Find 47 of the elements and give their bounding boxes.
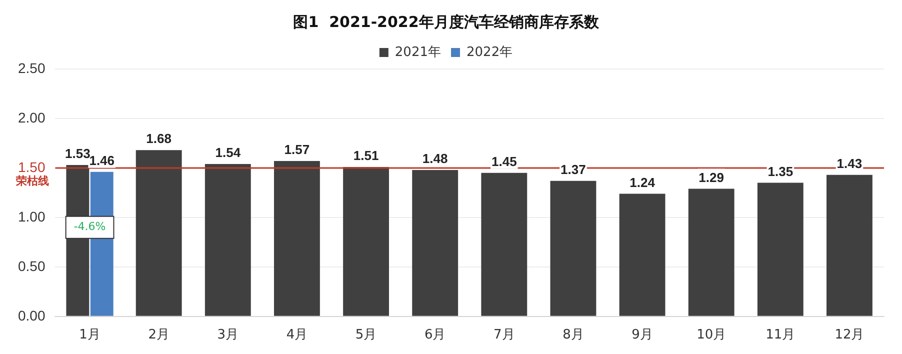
- data-label: 1.45: [492, 154, 517, 169]
- bar: [550, 180, 596, 316]
- text: 0.50: [18, 258, 46, 274]
- x-tick-label: 6月: [424, 328, 446, 343]
- text: 1.00: [18, 208, 46, 224]
- bar: [274, 161, 320, 316]
- data-label: 1.68: [146, 131, 172, 146]
- text: 0.00: [18, 307, 46, 324]
- data-label: 1.51: [353, 148, 379, 164]
- bar: [481, 172, 528, 316]
- x-tick-label: 8月: [562, 328, 584, 343]
- chart-title: 图1 2021-2022年月度汽车经销商库存系数: [293, 12, 600, 31]
- bar: [688, 188, 734, 316]
- legend-label: 2021年: [394, 44, 442, 60]
- x-tick-label: 2月: [148, 328, 170, 343]
- legend-label: 2022年: [466, 44, 513, 60]
- data-label: 1.53: [65, 146, 90, 162]
- x-tick-label: 1月: [79, 328, 100, 343]
- x-tick-label: 11月: [766, 328, 796, 343]
- bar: [204, 164, 251, 316]
- data-label: 1.35: [768, 164, 794, 179]
- text: 2.50: [18, 60, 46, 76]
- text: 1.50: [18, 158, 46, 175]
- data-label: 1.24: [630, 174, 656, 190]
- data-label: 1.46: [89, 152, 115, 168]
- bar: [136, 150, 182, 316]
- x-tick-label: 10月: [696, 328, 726, 343]
- annotation: -4.6%: [74, 220, 106, 234]
- x-tick-label: 3月: [217, 328, 239, 343]
- data-label: 1.37: [560, 162, 586, 177]
- data-label: 1.57: [284, 142, 310, 158]
- data-label: 1.29: [698, 170, 724, 185]
- x-tick-label: 7月: [494, 328, 515, 343]
- data-label: 1.43: [836, 156, 862, 171]
- x-tick-label: 5月: [355, 328, 377, 343]
- bar: [826, 174, 872, 316]
- text: 2.00: [18, 109, 46, 126]
- bar: [412, 170, 458, 316]
- ref-line-label: 荣枯线: [15, 174, 50, 188]
- data-label: 1.54: [215, 145, 242, 160]
- bar: [619, 194, 666, 316]
- x-tick-label: 12月: [834, 328, 864, 343]
- bar: [343, 166, 389, 316]
- bar: [757, 182, 804, 316]
- x-tick-label: 4月: [286, 328, 308, 343]
- x-tick-label: 9月: [632, 328, 653, 343]
- data-label: 1.48: [422, 151, 448, 166]
